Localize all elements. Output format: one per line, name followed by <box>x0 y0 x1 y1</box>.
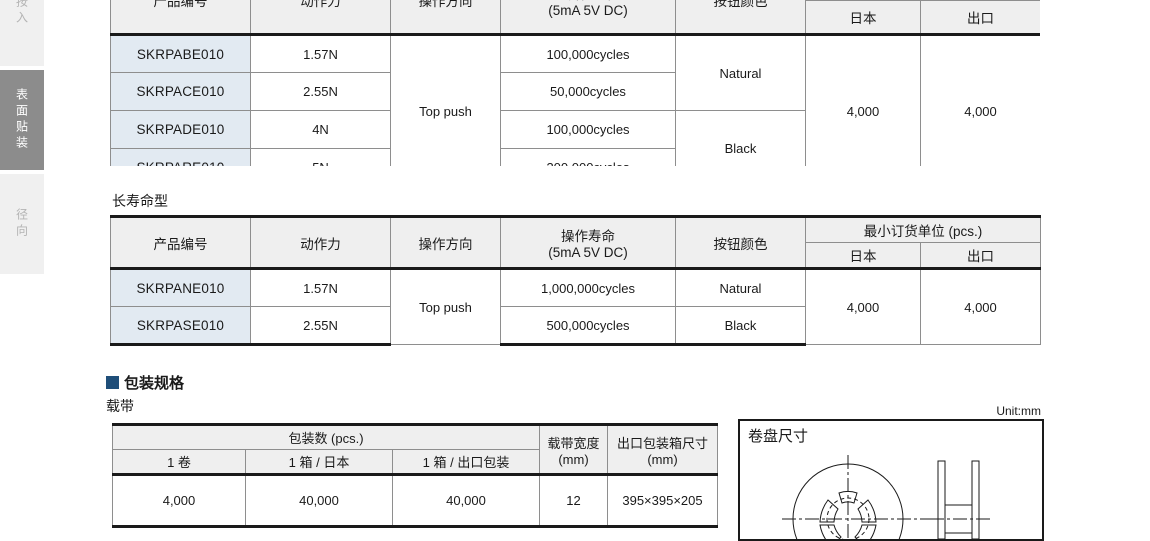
col-export-box-size-main: 出口包装箱尺寸 <box>616 435 708 451</box>
reel-dimension-panel: 卷盘尺寸 <box>738 419 1044 541</box>
cell-button-color: Black <box>675 110 806 166</box>
cell-operating-force: 1.57N <box>250 33 391 73</box>
col-product-number: 产品编号 <box>110 215 251 269</box>
cell-tape-width: 12 <box>539 473 608 528</box>
table-row: SKRPARE010 5N 300,000cycles <box>110 148 1041 166</box>
col-operating-life-sub: (5mA 5V DC) <box>548 245 628 260</box>
col-export-box-size: 出口包装箱尺寸 (mm) <box>607 423 718 475</box>
table-row: 4,000 40,000 40,000 12 395×395×205 <box>112 473 718 528</box>
col-min-order-unit: 最小订货单位 (pcs.) <box>804 215 1042 243</box>
cell-operating-life: 100,000cycles <box>500 110 676 149</box>
col-one-reel: 1 卷 <box>112 449 246 475</box>
reel-panel-title: 卷盘尺寸 <box>748 428 809 445</box>
standard-spec-table: 产品编号 动作力 操作方向 操作寿命 (5mA 5V DC) 按钮颜色 最小订货… <box>110 0 1040 166</box>
cell-operating-direction: Top push <box>390 267 501 345</box>
cell-button-color: Natural <box>675 33 806 111</box>
cell-min-order-export: 4,000 <box>919 33 1040 166</box>
sidebar-tab-label: 径向 <box>14 208 29 240</box>
col-min-order-export: 出口 <box>919 0 1040 35</box>
col-one-case-export: 1 箱 / 出口包装 <box>392 449 540 475</box>
col-button-color: 按钮颜色 <box>675 0 806 35</box>
unit-label: Unit:mm <box>996 404 1041 418</box>
col-operating-life-sub: (5mA 5V DC) <box>548 2 628 18</box>
col-one-case-japan: 1 箱 / 日本 <box>245 449 393 475</box>
cell-min-order-japan: 4,000 <box>805 33 921 166</box>
table-header-row: 包装数 (pcs.) 载带宽度 (mm) 出口包装箱尺寸 (mm) <box>112 423 718 475</box>
cell-button-color: Natural <box>675 267 806 307</box>
longlife-section-caption: 长寿命型 <box>112 193 168 209</box>
square-bullet-icon <box>106 376 119 389</box>
col-operating-life-main: 操作寿命 <box>561 229 615 244</box>
table-row: SKRPABE010 1.57N Top push 100,000cycles … <box>110 33 1040 166</box>
cell-one-case-japan: 40,000 <box>245 473 393 528</box>
cell-operating-life: 500,000cycles <box>500 306 676 346</box>
packaging-heading-label: 包装规格 <box>124 375 185 392</box>
table-header-row: 产品编号 动作力 操作方向 操作寿命 (5mA 5V DC) 按钮颜色 最小订货… <box>110 0 1040 35</box>
col-operating-life: 操作寿命 (5mA 5V DC) <box>500 0 676 35</box>
cell-product-number: SKRPASE010 <box>110 306 251 346</box>
cell-operating-force: 2.55N <box>250 72 391 111</box>
sidebar-tab-label: 表面贴装 <box>14 88 29 152</box>
packaging-spec-table: 包装数 (pcs.) 载带宽度 (mm) 出口包装箱尺寸 (mm) 1 卷 1 … <box>112 423 718 528</box>
col-operating-force: 动作力 <box>250 0 391 35</box>
cell-one-case-export: 40,000 <box>392 473 540 528</box>
col-min-order-export: 出口 <box>919 242 1042 269</box>
cell-operating-direction: Top push <box>390 33 501 166</box>
cell-operating-force: 2.55N <box>250 306 391 346</box>
cell-one-reel: 4,000 <box>112 473 246 528</box>
cell-product-number: SKRPADE010 <box>110 110 251 149</box>
table-row: SKRPASE010 2.55N 500,000cycles Black <box>110 306 1041 346</box>
table-subheader-row: 日本 出口 <box>111 0 1040 35</box>
standard-spec-table-viewport: 产品编号 动作力 操作方向 操作寿命 (5mA 5V DC) 按钮颜色 最小订货… <box>110 0 1040 166</box>
col-tape-width: 载带宽度 (mm) <box>539 423 608 475</box>
col-pack-qty: 包装数 (pcs.) <box>112 423 540 450</box>
col-product-number: 产品编号 <box>110 0 251 35</box>
packaging-section-heading: 包装规格 <box>106 372 184 393</box>
col-tape-width-main: 载带宽度 <box>547 435 600 451</box>
col-operating-force: 动作力 <box>250 215 391 269</box>
cell-operating-life: 300,000cycles <box>500 148 676 166</box>
reel-center-axis <box>782 455 936 539</box>
cell-operating-life: 50,000cycles <box>500 72 676 111</box>
packaging-subheading: 载带 <box>106 398 134 414</box>
table-header-row: 产品编号 动作力 操作方向 操作寿命 (5mA 5V DC) 按钮颜色 最小订货… <box>110 215 1042 269</box>
side-tab-rail: 按入 表面贴装 径向 <box>0 0 44 529</box>
col-operating-direction: 操作方向 <box>390 0 501 35</box>
col-operating-life-main: 操作寿命 <box>504 0 672 3</box>
col-export-box-size-unit: (mm) <box>647 451 678 467</box>
sidebar-tab-through-hole[interactable]: 按入 <box>0 0 44 66</box>
cell-operating-force: 4N <box>250 110 391 149</box>
table-row: SKRPANE010 1.57N Top push 1,000,000cycle… <box>110 267 1042 345</box>
cell-button-color: Black <box>675 306 806 346</box>
col-tape-width-unit: (mm) <box>558 451 589 467</box>
table-subheader-row: 1 卷 1 箱 / 日本 1 箱 / 出口包装 <box>112 449 718 475</box>
cell-operating-force: 1.57N <box>250 267 391 307</box>
cell-min-order-export: 4,000 <box>919 267 1042 345</box>
cell-product-number: SKRPACE010 <box>110 72 251 111</box>
col-min-order-japan: 日本 <box>805 242 921 269</box>
reel-side-view <box>937 460 980 539</box>
cell-product-number: SKRPANE010 <box>110 267 251 307</box>
reel-technical-drawing <box>782 455 990 539</box>
table-row: SKRPACE010 2.55N 50,000cycles <box>110 72 1041 111</box>
cell-product-number: SKRPARE010 <box>110 148 251 166</box>
sidebar-tab-label: 按入 <box>14 0 29 27</box>
cell-operating-life: 100,000cycles <box>500 33 676 73</box>
longlife-spec-table: 产品编号 动作力 操作方向 操作寿命 (5mA 5V DC) 按钮颜色 最小订货… <box>110 215 1042 346</box>
col-operating-direction: 操作方向 <box>390 215 501 269</box>
col-operating-life: 操作寿命 (5mA 5V DC) <box>500 215 676 269</box>
col-min-order-japan: 日本 <box>805 0 921 35</box>
cell-operating-life: 1,000,000cycles <box>500 267 676 307</box>
sidebar-tab-surface-mount[interactable]: 表面贴装 <box>0 70 44 170</box>
cell-min-order-japan: 4,000 <box>805 267 921 345</box>
cell-operating-force: 5N <box>250 148 391 166</box>
cell-export-box-size: 395×395×205 <box>607 473 718 528</box>
sidebar-tab-radial[interactable]: 径向 <box>0 174 44 274</box>
col-button-color: 按钮颜色 <box>675 215 806 269</box>
cell-product-number: SKRPABE010 <box>110 33 251 73</box>
